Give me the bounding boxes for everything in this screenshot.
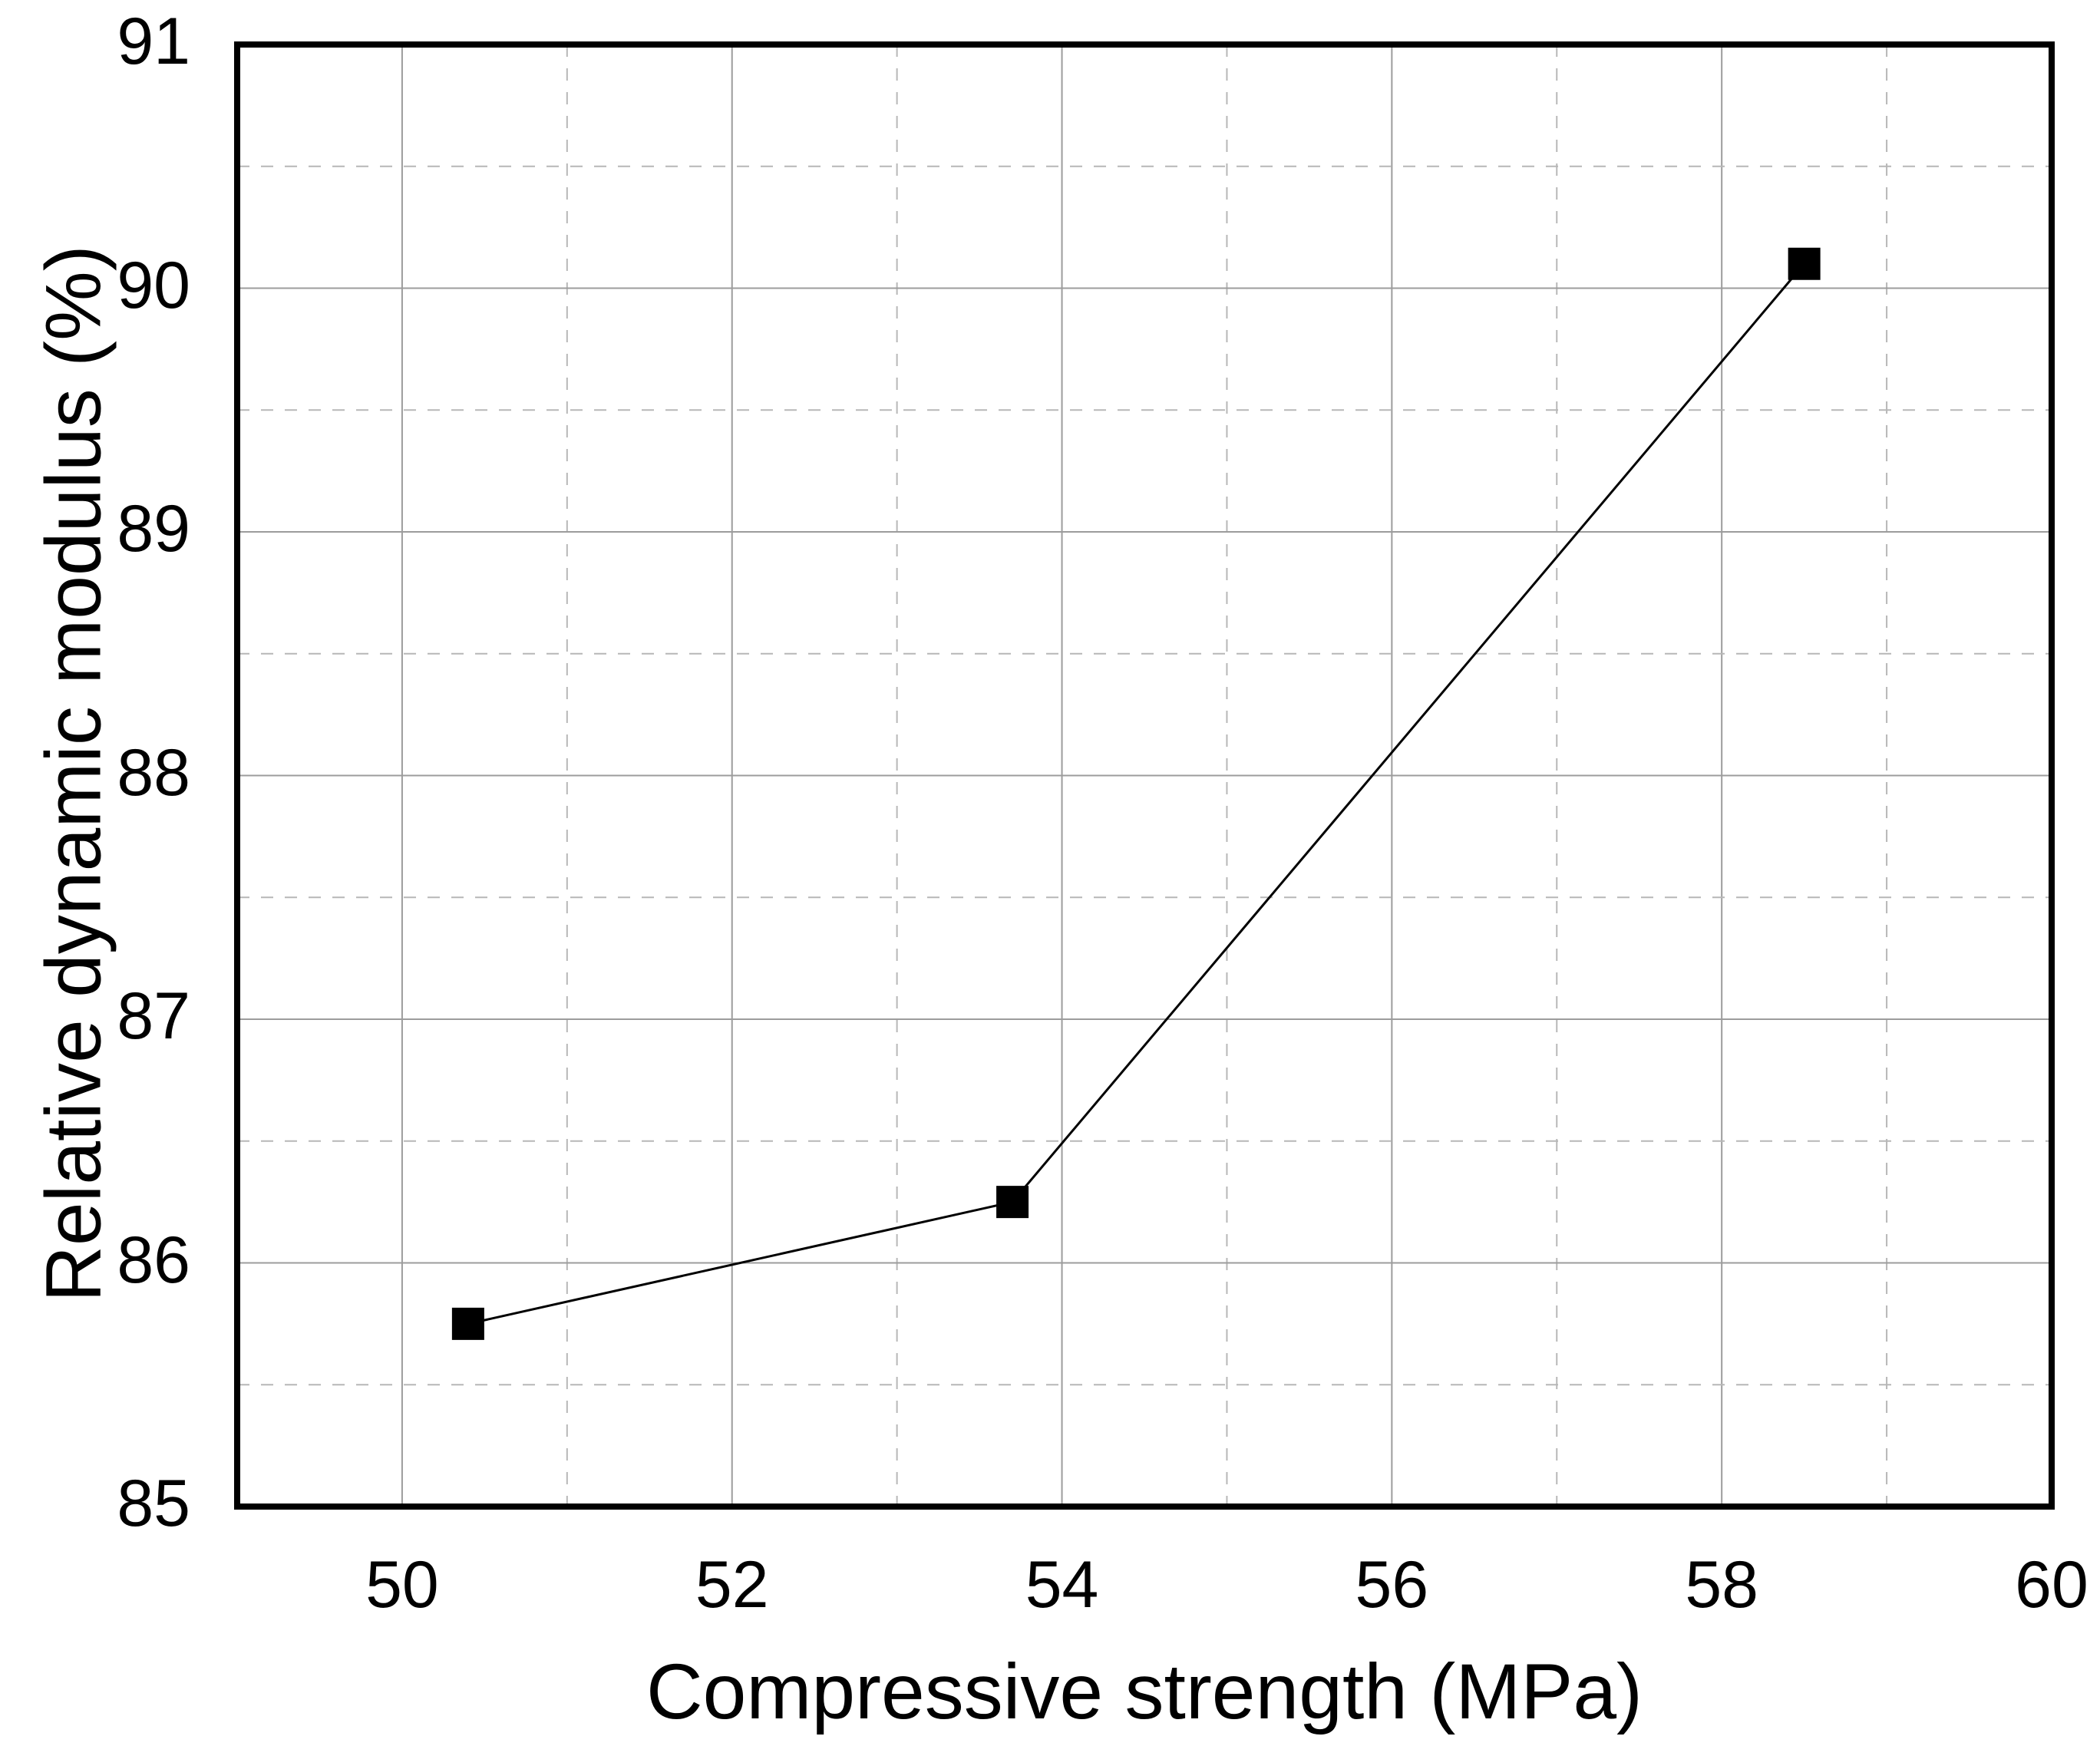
y-tick-label: 90 <box>117 248 190 322</box>
y-tick-label: 86 <box>117 1223 190 1297</box>
y-tick-label: 88 <box>117 735 190 810</box>
x-tick-label: 54 <box>1025 1548 1099 1622</box>
y-tick-label: 87 <box>117 979 190 1053</box>
y-axis-title: Relative dynamic modulus (%) <box>29 245 117 1302</box>
data-point-marker <box>996 1186 1029 1219</box>
plot-border <box>234 41 2055 1510</box>
y-tick-label: 91 <box>117 4 190 78</box>
x-tick-label: 50 <box>365 1548 439 1622</box>
x-tick-label: 60 <box>2015 1548 2088 1622</box>
x-axis-title: Compressive strength (MPa) <box>646 1648 1643 1735</box>
y-tick-label: 89 <box>117 491 190 566</box>
y-tick-label: 85 <box>117 1466 190 1540</box>
data-point-marker <box>1788 247 1821 280</box>
data-point-marker <box>451 1307 484 1340</box>
x-tick-label: 58 <box>1685 1548 1759 1622</box>
x-tick-label: 56 <box>1355 1548 1429 1622</box>
data-line <box>467 262 1805 1325</box>
x-tick-label: 52 <box>695 1548 769 1622</box>
